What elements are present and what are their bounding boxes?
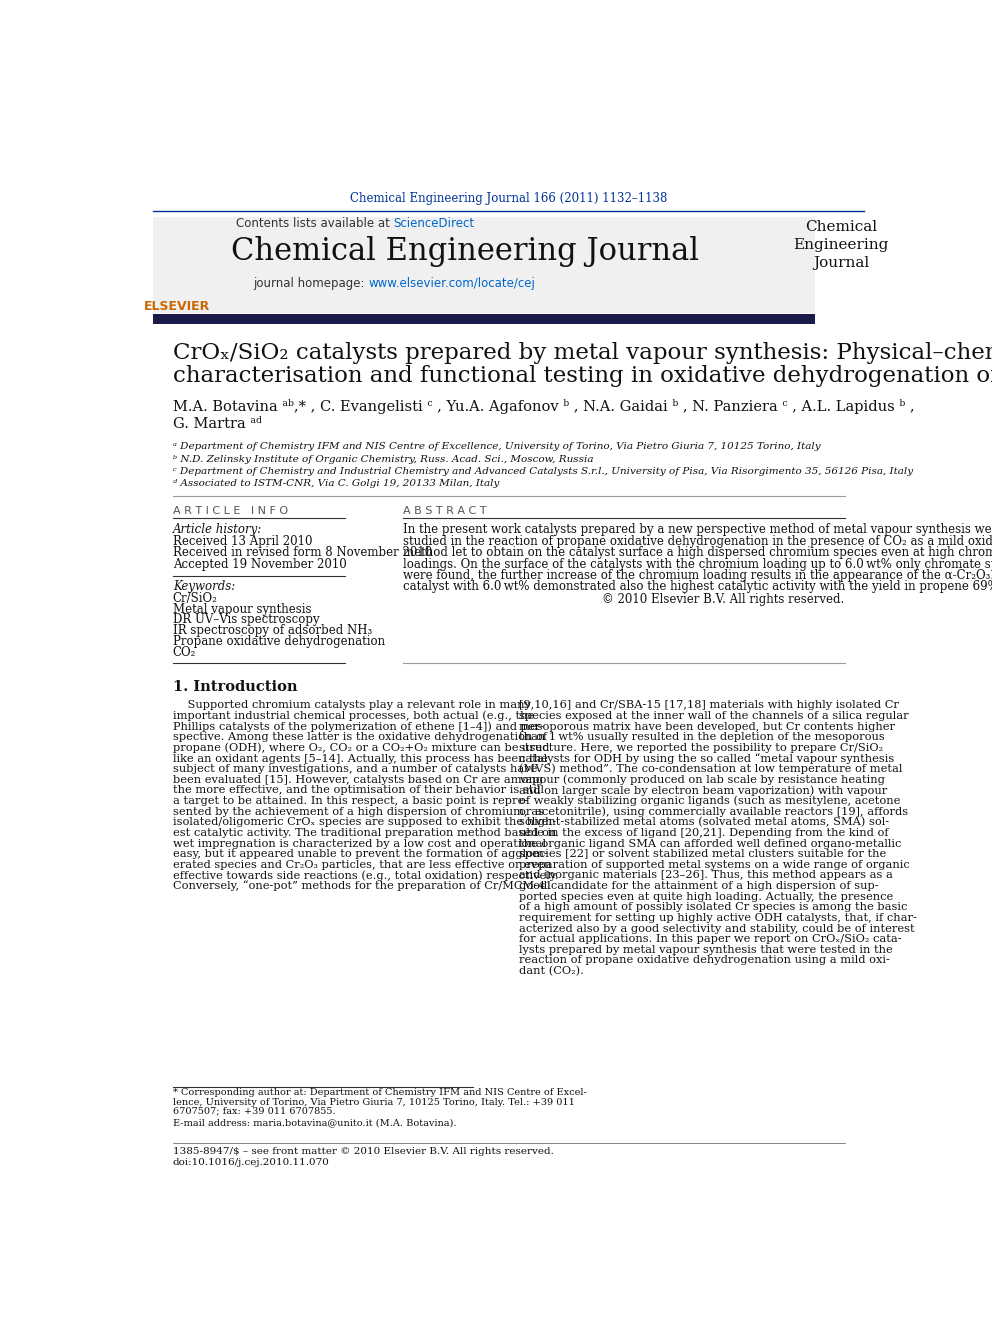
Text: and on larger scale by electron beam vaporization) with vapour: and on larger scale by electron beam vap…: [519, 785, 888, 795]
Text: Received 13 April 2010: Received 13 April 2010: [173, 534, 312, 548]
Text: www.elsevier.com/locate/cej: www.elsevier.com/locate/cej: [369, 277, 536, 290]
Text: erated species and Cr₂O₃ particles, that are less effective or even: erated species and Cr₂O₃ particles, that…: [173, 860, 552, 869]
Text: Article history:: Article history:: [173, 524, 262, 536]
Text: A R T I C L E   I N F O: A R T I C L E I N F O: [173, 507, 288, 516]
Text: preparation of supported metal systems on a wide range of organic: preparation of supported metal systems o…: [519, 860, 910, 869]
FancyBboxPatch shape: [153, 315, 815, 324]
Text: Chemical Engineering Journal: Chemical Engineering Journal: [231, 235, 699, 267]
Text: est catalytic activity. The traditional preparation method based on: est catalytic activity. The traditional …: [173, 828, 557, 837]
Text: loadings. On the surface of the catalysts with the chromium loading up to 6.0 wt: loadings. On the surface of the catalyst…: [403, 557, 992, 570]
Text: Supported chromium catalysts play a relevant role in many: Supported chromium catalysts play a rele…: [173, 700, 531, 710]
Text: reaction of propane oxidative dehydrogenation using a mild oxi-: reaction of propane oxidative dehydrogen…: [519, 955, 890, 966]
Text: journal homepage:: journal homepage:: [254, 277, 369, 290]
Text: and inorganic materials [23–26]. Thus, this method appears as a: and inorganic materials [23–26]. Thus, t…: [519, 871, 893, 881]
Text: solvent-stabilized metal atoms (solvated metal atoms, SMA) sol-: solvent-stabilized metal atoms (solvated…: [519, 818, 890, 827]
Text: © 2010 Elsevier B.V. All rights reserved.: © 2010 Elsevier B.V. All rights reserved…: [602, 593, 845, 606]
Text: Contents lists available at: Contents lists available at: [236, 217, 394, 230]
Text: isolated/oligomeric CrOₓ species are supposed to exhibit the high-: isolated/oligomeric CrOₓ species are sup…: [173, 818, 557, 827]
Text: Received in revised form 8 November 2010: Received in revised form 8 November 2010: [173, 546, 433, 560]
Text: lence, University of Torino, Via Pietro Giuria 7, 10125 Torino, Italy. Tel.: +39: lence, University of Torino, Via Pietro …: [173, 1098, 574, 1106]
Text: species [22] or solvent stabilized metal clusters suitable for the: species [22] or solvent stabilized metal…: [519, 849, 887, 859]
Text: lysts prepared by metal vapour synthesis that were tested in the: lysts prepared by metal vapour synthesis…: [519, 945, 893, 955]
Text: subject of many investigations, and a number of catalysts have: subject of many investigations, and a nu…: [173, 765, 538, 774]
Text: spective. Among these latter is the oxidative dehydrogenation of: spective. Among these latter is the oxid…: [173, 733, 547, 742]
Text: method let to obtain on the catalyst surface a high dispersed chromium species e: method let to obtain on the catalyst sur…: [403, 546, 992, 560]
Text: sented by the achievement of a high dispersion of chromium, as: sented by the achievement of a high disp…: [173, 807, 544, 816]
Text: Accepted 19 November 2010: Accepted 19 November 2010: [173, 558, 346, 572]
Text: CrOₓ/SiO₂ catalysts prepared by metal vapour synthesis: Physical–chemical: CrOₓ/SiO₂ catalysts prepared by metal va…: [173, 341, 992, 364]
Text: 1. Introduction: 1. Introduction: [173, 680, 298, 695]
Text: for actual applications. In this paper we report on CrOₓ/SiO₂ cata-: for actual applications. In this paper w…: [519, 934, 902, 945]
Text: Conversely, “one-pot” methods for the preparation of Cr/MCM-41: Conversely, “one-pot” methods for the pr…: [173, 881, 553, 892]
Text: propane (ODH), where O₂, CO₂ or a CO₂+O₂ mixture can be used: propane (ODH), where O₂, CO₂ or a CO₂+O₂…: [173, 742, 550, 753]
Text: ᵈ Associated to ISTM-CNR, Via C. Golgi 19, 20133 Milan, Italy: ᵈ Associated to ISTM-CNR, Via C. Golgi 1…: [173, 479, 499, 488]
Text: were found, the further increase of the chromium loading results in the appearan: were found, the further increase of the …: [403, 569, 992, 582]
Text: dant (CO₂).: dant (CO₂).: [519, 966, 584, 976]
Text: of a high amount of possibly isolated Cr species is among the basic: of a high amount of possibly isolated Cr…: [519, 902, 908, 913]
Text: doi:10.1016/j.cej.2010.11.070: doi:10.1016/j.cej.2010.11.070: [173, 1159, 329, 1167]
Text: than 1 wt% usually resulted in the depletion of the mesoporous: than 1 wt% usually resulted in the deple…: [519, 733, 885, 742]
Text: studied in the reaction of propane oxidative dehydrogenation in the presence of : studied in the reaction of propane oxida…: [403, 534, 992, 548]
Text: or acetonitrile), using commercially available reactors [19], affords: or acetonitrile), using commercially ava…: [519, 807, 909, 818]
Text: 1385-8947/$ – see front matter © 2010 Elsevier B.V. All rights reserved.: 1385-8947/$ – see front matter © 2010 El…: [173, 1147, 554, 1156]
Text: important industrial chemical processes, both actual (e.g., the: important industrial chemical processes,…: [173, 710, 534, 721]
Text: [9,10,16] and Cr/SBA-15 [17,18] materials with highly isolated Cr: [9,10,16] and Cr/SBA-15 [17,18] material…: [519, 700, 899, 710]
Text: acterized also by a good selectivity and stability, could be of interest: acterized also by a good selectivity and…: [519, 923, 915, 934]
Text: ᵇ N.D. Zelinsky Institute of Organic Chemistry, Russ. Acad. Sci., Moscow, Russia: ᵇ N.D. Zelinsky Institute of Organic Che…: [173, 455, 593, 463]
FancyBboxPatch shape: [153, 217, 815, 312]
Text: been evaluated [15]. However, catalysts based on Cr are among: been evaluated [15]. However, catalysts …: [173, 775, 543, 785]
Text: ScienceDirect: ScienceDirect: [394, 217, 475, 230]
Text: characterisation and functional testing in oxidative dehydrogenation of propane: characterisation and functional testing …: [173, 365, 992, 386]
Text: CO₂: CO₂: [173, 646, 196, 659]
Text: 6707507; fax: +39 011 6707855.: 6707507; fax: +39 011 6707855.: [173, 1107, 335, 1115]
Text: a target to be attained. In this respect, a basic point is repre-: a target to be attained. In this respect…: [173, 796, 528, 806]
Text: requirement for setting up highly active ODH catalysts, that, if char-: requirement for setting up highly active…: [519, 913, 918, 923]
Text: (MVS) method”. The co-condensation at low temperature of metal: (MVS) method”. The co-condensation at lo…: [519, 763, 903, 774]
Text: wet impregnation is characterized by a low cost and operational: wet impregnation is characterized by a l…: [173, 839, 546, 848]
Text: ᶜ Department of Chemistry and Industrial Chemistry and Advanced Catalysts S.r.l.: ᶜ Department of Chemistry and Industrial…: [173, 467, 913, 476]
Text: vapour (commonly produced on lab scale by resistance heating: vapour (commonly produced on lab scale b…: [519, 774, 885, 785]
Text: Propane oxidative dehydrogenation: Propane oxidative dehydrogenation: [173, 635, 385, 648]
Text: of weakly stabilizing organic ligands (such as mesitylene, acetone: of weakly stabilizing organic ligands (s…: [519, 796, 901, 807]
Text: Phillips catalysts of the polymerization of ethene [1–4]) and per-: Phillips catalysts of the polymerization…: [173, 721, 544, 732]
Text: easy, but it appeared unable to prevent the formation of agglom-: easy, but it appeared unable to prevent …: [173, 849, 548, 859]
Text: catalysts for ODH by using the so called “metal vapour synthesis: catalysts for ODH by using the so called…: [519, 753, 895, 763]
Text: ELSEVIER: ELSEVIER: [144, 300, 210, 314]
Text: M.A. Botavina ᵃᵇ,* , C. Evangelisti ᶜ , Yu.A. Agafonov ᵇ , N.A. Gaidai ᵇ , N. Pa: M.A. Botavina ᵃᵇ,* , C. Evangelisti ᶜ , …: [173, 400, 915, 414]
Text: like an oxidant agents [5–14]. Actually, this process has been the: like an oxidant agents [5–14]. Actually,…: [173, 754, 548, 763]
Text: the more effective, and the optimisation of their behavior is still: the more effective, and the optimisation…: [173, 786, 544, 795]
Text: ᵃ Department of Chemistry IFM and NIS Centre of Excellence, University of Torino: ᵃ Department of Chemistry IFM and NIS Ce…: [173, 442, 820, 451]
Text: the organic ligand SMA can afforded well defined organo-metallic: the organic ligand SMA can afforded well…: [519, 839, 902, 848]
Text: G. Martra ᵃᵈ: G. Martra ᵃᵈ: [173, 418, 262, 431]
Text: species exposed at the inner wall of the channels of a silica regular: species exposed at the inner wall of the…: [519, 710, 909, 721]
Text: DR UV–Vis spectroscopy: DR UV–Vis spectroscopy: [173, 614, 319, 627]
Text: In the present work catalysts prepared by a new perspective method of metal vapo: In the present work catalysts prepared b…: [403, 524, 992, 536]
Text: mesoporous matrix have been developed, but Cr contents higher: mesoporous matrix have been developed, b…: [519, 722, 895, 732]
Text: ported species even at quite high loading. Actually, the presence: ported species even at quite high loadin…: [519, 892, 894, 902]
Text: catalyst with 6.0 wt% demonstrated also the highest catalytic activity with the : catalyst with 6.0 wt% demonstrated also …: [403, 581, 992, 594]
Text: E-mail address: maria.botavina@unito.it (M.A. Botavina).: E-mail address: maria.botavina@unito.it …: [173, 1118, 456, 1127]
Text: effective towards side reactions (e.g., total oxidation) respectively.: effective towards side reactions (e.g., …: [173, 871, 558, 881]
Text: Chemical
Engineering
Journal: Chemical Engineering Journal: [794, 220, 889, 270]
Text: Keywords:: Keywords:: [173, 581, 235, 594]
Text: IR spectroscopy of adsorbed NH₃: IR spectroscopy of adsorbed NH₃: [173, 624, 372, 638]
Text: good candidate for the attainment of a high dispersion of sup-: good candidate for the attainment of a h…: [519, 881, 879, 892]
Text: A B S T R A C T: A B S T R A C T: [403, 507, 486, 516]
Text: Cr/SiO₂: Cr/SiO₂: [173, 591, 217, 605]
Text: structure. Here, we reported the possibility to prepare Cr/SiO₂: structure. Here, we reported the possibi…: [519, 744, 883, 753]
Text: uble in the excess of ligand [20,21]. Depending from the kind of: uble in the excess of ligand [20,21]. De…: [519, 828, 889, 837]
Text: * Corresponding author at: Department of Chemistry IFM and NIS Centre of Excel-: * Corresponding author at: Department of…: [173, 1089, 586, 1097]
Text: Metal vapour synthesis: Metal vapour synthesis: [173, 603, 311, 615]
Text: Chemical Engineering Journal 166 (2011) 1132–1138: Chemical Engineering Journal 166 (2011) …: [350, 192, 667, 205]
